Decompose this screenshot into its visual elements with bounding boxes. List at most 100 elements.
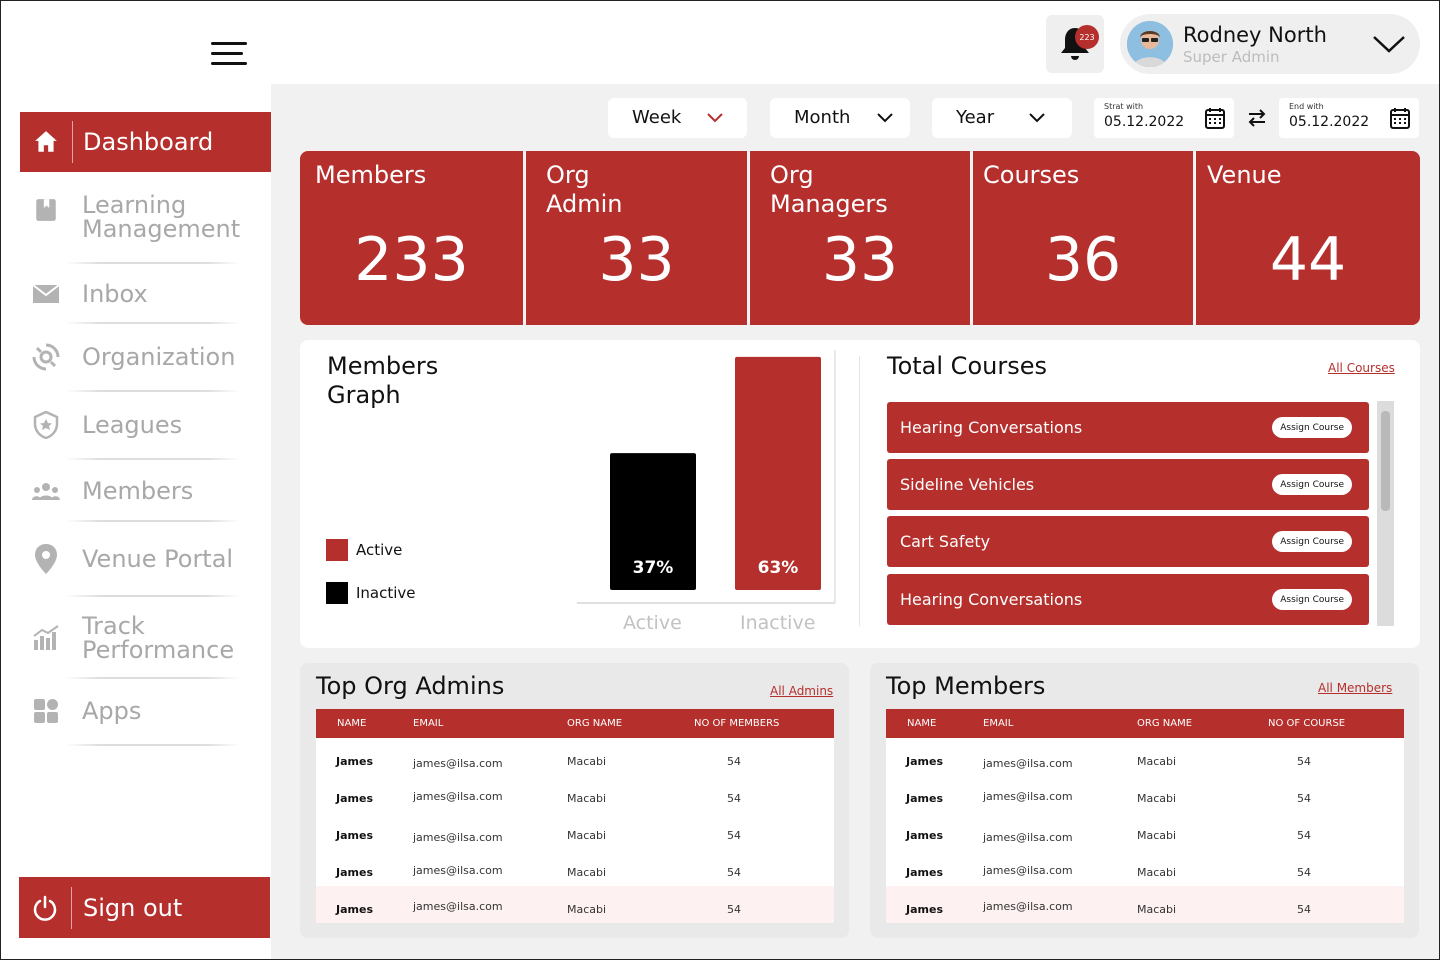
sidebar-item-venue-portal[interactable]: Venue Portal [20,543,271,575]
course-item[interactable]: Sideline Vehicles Assign Course [887,459,1369,510]
all-admins-link[interactable]: All Admins [770,684,834,698]
cell-count: 54 [1297,829,1311,842]
table-row[interactable]: James james@ilsa.com Macabi 54 [316,775,834,812]
end-date-field[interactable]: End with 05.12.2022 [1279,98,1419,138]
cell-org: Macabi [1137,755,1177,768]
stat-members[interactable]: Members 233 [300,151,523,325]
start-date-label: Strat with [1104,102,1144,111]
stat-title: Courses [983,161,1080,189]
legend-item-active: Active [326,539,402,561]
sidebar: Dashboard Learning Management Inbox Orga… [1,1,271,958]
legend-label: Active [356,541,403,559]
cell-name: James [336,755,373,768]
table-row[interactable]: James james@ilsa.com Macabi 54 [886,849,1404,886]
year-dropdown[interactable]: Year [932,98,1072,138]
table-row[interactable]: James james@ilsa.com Macabi 54 [316,849,834,886]
table-row[interactable]: James james@ilsa.com Macabi 54 [316,738,834,775]
cell-count: 54 [727,829,741,842]
cell-name: James [336,829,373,842]
cell-count: 54 [1297,866,1311,879]
course-name: Hearing Conversations [900,418,1083,437]
stat-title: Venue [1207,161,1282,189]
user-profile-dropdown[interactable]: Rodney North Super Admin [1120,14,1420,74]
all-courses-link[interactable]: All Courses [1328,361,1395,375]
swap-arrows-icon[interactable] [1247,109,1267,127]
shield-star-icon [20,411,72,439]
assign-course-button[interactable]: Assign Course [1272,589,1352,610]
user-role: Super Admin [1183,48,1280,66]
sidebar-item-label: Track Performance [82,612,235,664]
sidebar-item-apps[interactable]: Apps [20,697,271,725]
members-bar-chart: 37% 63% [577,350,836,604]
stat-value: 33 [598,225,675,295]
month-dropdown[interactable]: Month [770,98,910,138]
course-name: Hearing Conversations [900,590,1083,609]
all-members-link[interactable]: All Members [1318,681,1393,695]
course-item[interactable]: Hearing Conversations Assign Course [887,574,1369,625]
bar-chart-icon [20,624,72,650]
table-row[interactable]: James james@ilsa.com Macabi 54 [886,886,1404,923]
week-dropdown[interactable]: Week [608,98,747,138]
month-label: Month [794,107,851,128]
year-label: Year [956,107,995,128]
stat-title: Members [315,161,427,189]
cell-name: James [336,792,373,805]
cell-org: Macabi [1137,829,1177,842]
table-row[interactable]: James james@ilsa.com Macabi 54 [886,812,1404,849]
start-date-field[interactable]: Strat with 05.12.2022 [1094,98,1234,138]
sidebar-item-leagues[interactable]: Leagues [20,411,271,439]
cell-email: james@ilsa.com [983,864,1073,877]
cell-name: James [906,866,943,879]
calendar-icon [1205,108,1225,129]
sidebar-item-organization[interactable]: Organization [20,343,271,371]
assign-course-button[interactable]: Assign Course [1272,474,1352,495]
organization-icon [20,343,72,371]
cell-name: James [906,792,943,805]
bar-data-label: 37% [633,558,674,578]
cell-name: James [906,829,943,842]
course-name: Sideline Vehicles [900,475,1035,494]
stat-venue[interactable]: Venue 44 [1196,151,1420,325]
calendar-icon [1390,108,1410,129]
stat-org-managers[interactable]: Org Managers 33 [750,151,970,325]
cell-count: 54 [727,755,741,768]
top-org-admins-title: Top Org Admins [316,672,505,700]
top-members-title: Top Members [886,672,1046,700]
menu-toggle-icon[interactable] [211,42,247,66]
table-row[interactable]: James james@ilsa.com Macabi 54 [886,738,1404,775]
assign-course-button[interactable]: Assign Course [1272,417,1352,438]
end-date-value: 05.12.2022 [1289,114,1370,130]
table-row[interactable]: James james@ilsa.com Macabi 54 [886,775,1404,812]
bar-inactive [735,356,821,590]
courses-scrollbar[interactable] [1377,401,1394,626]
cell-email: james@ilsa.com [413,790,503,803]
table-row[interactable]: James james@ilsa.com Macabi 54 [316,812,834,849]
cell-org: Macabi [1137,792,1177,805]
assign-course-button[interactable]: Assign Course [1272,531,1352,552]
cell-org: Macabi [567,829,607,842]
course-item[interactable]: Hearing Conversations Assign Course [887,402,1369,453]
notification-button[interactable]: 223 [1046,15,1104,73]
cell-org: Macabi [567,903,607,916]
chevron-down-icon [1373,36,1405,53]
cell-name: James [906,755,943,768]
scrollbar-thumb[interactable] [1381,411,1390,511]
column-header: NO OF MEMBERS [694,718,780,729]
signout-button[interactable]: Sign out [19,877,270,938]
table-row[interactable]: James james@ilsa.com Macabi 54 [316,886,834,923]
stat-courses[interactable]: Courses 36 [973,151,1193,325]
week-label: Week [632,107,682,128]
mail-icon [20,284,72,304]
sidebar-item-track-performance[interactable]: Track Performance [20,613,271,663]
sidebar-item-inbox[interactable]: Inbox [20,280,271,308]
sidebar-item-members[interactable]: Members [20,477,271,505]
power-icon [19,895,71,921]
course-item[interactable]: Cart Safety Assign Course [887,516,1369,567]
sidebar-item-dashboard[interactable]: Dashboard [20,112,271,172]
cell-email: james@ilsa.com [983,831,1073,844]
stat-org-admin[interactable]: Org Admin 33 [526,151,747,325]
cell-name: James [906,903,943,916]
top-members-card: Top Members All Members NAME EMAIL ORG N… [870,663,1419,938]
apps-grid-icon [20,698,72,724]
sidebar-item-learning-management[interactable]: Learning Management [20,192,271,242]
